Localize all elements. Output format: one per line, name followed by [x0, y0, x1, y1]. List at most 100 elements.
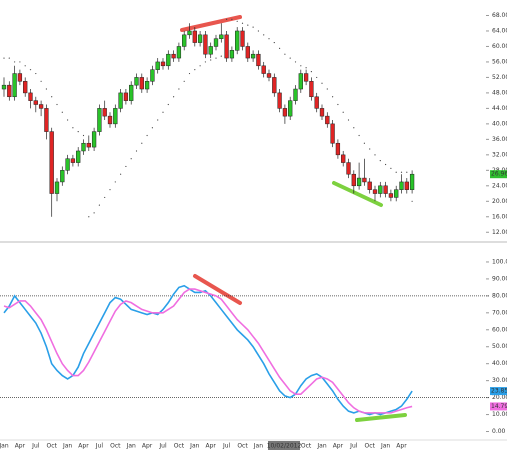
- sar-dot: [77, 131, 79, 133]
- candle-body: [303, 73, 309, 82]
- x-tick-label: Jul: [222, 443, 231, 450]
- candle-body: [171, 53, 176, 59]
- candle-body: [7, 84, 12, 98]
- sar-dot: [114, 181, 116, 183]
- y-tick-label: 80.00: [492, 292, 507, 299]
- sar-dot: [199, 65, 201, 67]
- candle-body: [166, 53, 171, 67]
- trend-annotation: [180, 15, 242, 32]
- candle-body: [288, 100, 293, 117]
- sar-dot: [273, 41, 275, 44]
- x-tick-label: Jan: [380, 443, 390, 450]
- sar-dot: [406, 171, 408, 173]
- candle-body: [314, 96, 319, 109]
- sar-dot: [157, 119, 159, 121]
- y-tick-label: 50.00: [492, 343, 507, 350]
- y-tick-label: 52.00: [492, 74, 507, 81]
- y-tick-label: 90.00: [492, 275, 507, 282]
- y-tick-label: 24.00: [492, 182, 507, 189]
- candle-body: [203, 34, 208, 55]
- y-tick-label: 20.00: [492, 394, 507, 401]
- candle-body: [197, 34, 203, 43]
- sar-dot: [310, 71, 312, 73]
- candle-body: [388, 193, 394, 198]
- candle-body: [28, 92, 33, 101]
- sar-dot: [358, 134, 360, 137]
- candle-body: [123, 92, 129, 101]
- sar-dot: [363, 142, 365, 144]
- sar-dot: [51, 96, 53, 98]
- series-line: [3, 284, 413, 416]
- sar-dot: [294, 61, 297, 63]
- candle-body: [144, 81, 150, 90]
- y-tick-label: 60.00: [492, 326, 507, 333]
- candle-body: [118, 92, 123, 109]
- candle-body: [362, 177, 367, 183]
- candle-body: [409, 173, 415, 190]
- x-tick-label: Apr: [15, 443, 26, 450]
- sar-dot: [347, 119, 350, 121]
- candle-body: [139, 77, 144, 90]
- candle-body: [12, 73, 17, 98]
- candle-body: [213, 38, 219, 47]
- sar-dot: [257, 30, 259, 32]
- candle-body: [341, 154, 346, 163]
- candle-body: [298, 73, 303, 90]
- candle-body: [240, 30, 245, 47]
- sar-dot: [241, 22, 244, 24]
- x-tick-label: Jul: [158, 443, 167, 450]
- y-tick-label: 40.00: [492, 120, 507, 127]
- x-tick-label: Jan: [126, 443, 136, 450]
- x-tick-label: Apr: [78, 443, 89, 450]
- x-tick-label: Apr: [206, 443, 217, 450]
- sar-dot: [210, 59, 212, 61]
- sar-dot: [151, 127, 153, 129]
- sar-dot: [321, 82, 323, 84]
- sar-dot: [316, 76, 318, 79]
- x-tick-label: Oct: [301, 443, 312, 450]
- sar-dot: [332, 96, 334, 98]
- value-label: 26.96: [491, 171, 507, 178]
- y-tick-label: 48.00: [492, 89, 507, 96]
- x-tick-label: Apr: [333, 443, 344, 450]
- candle-body: [102, 108, 107, 117]
- y-tick-label: 64.00: [492, 27, 507, 34]
- y-tick-label: 44.00: [492, 105, 507, 112]
- sar-dot: [247, 24, 249, 26]
- sar-dot: [135, 150, 138, 152]
- sar-dot: [220, 55, 222, 57]
- candle-body: [319, 108, 325, 117]
- candle-body: [129, 84, 134, 101]
- candle-body: [256, 53, 261, 67]
- y-tick-label: 68.00: [492, 12, 507, 19]
- y-tick-label: 60.00: [492, 43, 507, 50]
- sar-dot: [231, 18, 233, 20]
- candle-body: [272, 77, 277, 94]
- sar-dot: [300, 65, 302, 67]
- sar-dot: [263, 34, 265, 36]
- y-tick-label: 36.00: [492, 136, 507, 143]
- candle-body: [70, 158, 76, 163]
- trend-annotation: [193, 274, 242, 305]
- trend-annotation: [355, 413, 407, 422]
- sar-dot: [204, 61, 206, 63]
- sar-dot: [29, 69, 32, 71]
- sar-dot: [279, 47, 281, 49]
- candle-body: [107, 115, 113, 125]
- candle-body: [277, 92, 282, 109]
- y-tick-label: 20.00: [492, 198, 507, 205]
- y-tick-label: 12.00: [492, 229, 507, 236]
- x-tick-label: Oct: [237, 443, 248, 450]
- sar-dot: [284, 53, 286, 55]
- sar-dot: [183, 80, 185, 82]
- sar-dot: [342, 111, 344, 113]
- candle-body: [245, 46, 250, 59]
- value-label-box: [490, 170, 507, 179]
- candle-body: [335, 142, 341, 156]
- candle-body: [38, 104, 44, 109]
- sar-dot: [40, 80, 42, 82]
- sar-dot: [289, 57, 291, 59]
- sar-dot: [104, 196, 106, 199]
- candle-body: [372, 189, 378, 194]
